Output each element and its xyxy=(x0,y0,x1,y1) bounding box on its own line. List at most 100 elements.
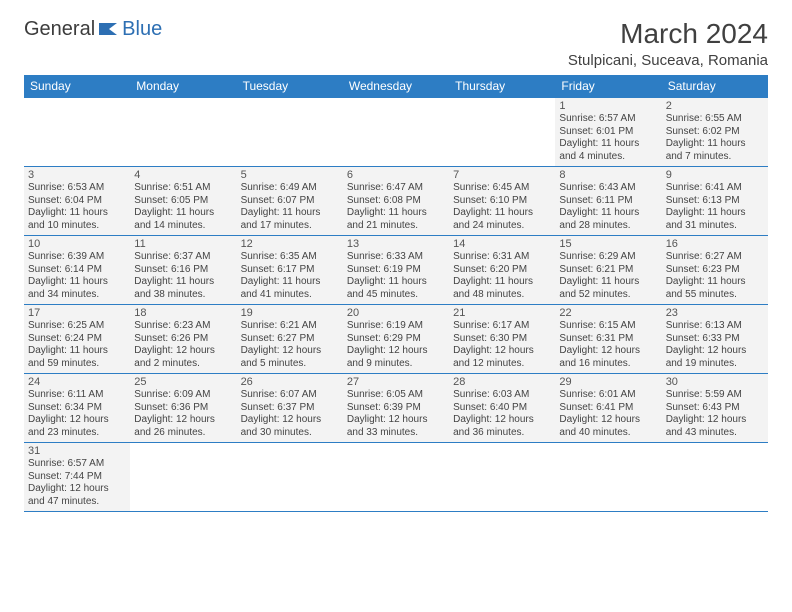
calendar-cell: 8Sunrise: 6:43 AMSunset: 6:11 PMDaylight… xyxy=(555,167,661,236)
calendar-cell: 10Sunrise: 6:39 AMSunset: 6:14 PMDayligh… xyxy=(24,236,130,305)
day-number: 10 xyxy=(28,238,126,250)
day-info: Sunrise: 6:07 AMSunset: 6:37 PMDaylight:… xyxy=(241,389,339,439)
day-number: 9 xyxy=(666,169,764,181)
calendar-row: 3Sunrise: 6:53 AMSunset: 6:04 PMDaylight… xyxy=(24,167,768,236)
day-info: Sunrise: 6:53 AMSunset: 6:04 PMDaylight:… xyxy=(28,182,126,232)
calendar-cell: 5Sunrise: 6:49 AMSunset: 6:07 PMDaylight… xyxy=(237,167,343,236)
day-number: 13 xyxy=(347,238,445,250)
day-info: Sunrise: 5:59 AMSunset: 6:43 PMDaylight:… xyxy=(666,389,764,439)
day-number: 31 xyxy=(28,445,126,457)
day-number: 5 xyxy=(241,169,339,181)
flag-icon xyxy=(99,18,119,41)
day-number: 29 xyxy=(559,376,657,388)
calendar-cell: 11Sunrise: 6:37 AMSunset: 6:16 PMDayligh… xyxy=(130,236,236,305)
weekday-header: Friday xyxy=(555,75,661,98)
day-info: Sunrise: 6:23 AMSunset: 6:26 PMDaylight:… xyxy=(134,320,232,370)
day-info: Sunrise: 6:49 AMSunset: 6:07 PMDaylight:… xyxy=(241,182,339,232)
day-number: 23 xyxy=(666,307,764,319)
calendar-cell: 23Sunrise: 6:13 AMSunset: 6:33 PMDayligh… xyxy=(662,305,768,374)
day-number: 19 xyxy=(241,307,339,319)
calendar-cell-empty xyxy=(24,98,130,167)
calendar-row: 31Sunrise: 6:57 AMSunset: 7:44 PMDayligh… xyxy=(24,443,768,512)
calendar-cell: 26Sunrise: 6:07 AMSunset: 6:37 PMDayligh… xyxy=(237,374,343,443)
day-info: Sunrise: 6:57 AMSunset: 6:01 PMDaylight:… xyxy=(559,113,657,163)
calendar-row: 24Sunrise: 6:11 AMSunset: 6:34 PMDayligh… xyxy=(24,374,768,443)
calendar-cell: 1Sunrise: 6:57 AMSunset: 6:01 PMDaylight… xyxy=(555,98,661,167)
weekday-header: Sunday xyxy=(24,75,130,98)
calendar-cell: 9Sunrise: 6:41 AMSunset: 6:13 PMDaylight… xyxy=(662,167,768,236)
calendar-cell: 12Sunrise: 6:35 AMSunset: 6:17 PMDayligh… xyxy=(237,236,343,305)
day-number: 1 xyxy=(559,100,657,112)
calendar-cell: 27Sunrise: 6:05 AMSunset: 6:39 PMDayligh… xyxy=(343,374,449,443)
day-info: Sunrise: 6:43 AMSunset: 6:11 PMDaylight:… xyxy=(559,182,657,232)
day-number: 22 xyxy=(559,307,657,319)
day-info: Sunrise: 6:47 AMSunset: 6:08 PMDaylight:… xyxy=(347,182,445,232)
weekday-header: Tuesday xyxy=(237,75,343,98)
calendar-cell: 13Sunrise: 6:33 AMSunset: 6:19 PMDayligh… xyxy=(343,236,449,305)
calendar-cell: 30Sunrise: 5:59 AMSunset: 6:43 PMDayligh… xyxy=(662,374,768,443)
calendar-cell-empty xyxy=(130,443,236,512)
day-info: Sunrise: 6:29 AMSunset: 6:21 PMDaylight:… xyxy=(559,251,657,301)
day-number: 24 xyxy=(28,376,126,388)
day-info: Sunrise: 6:17 AMSunset: 6:30 PMDaylight:… xyxy=(453,320,551,370)
calendar-body: 1Sunrise: 6:57 AMSunset: 6:01 PMDaylight… xyxy=(24,98,768,512)
day-info: Sunrise: 6:27 AMSunset: 6:23 PMDaylight:… xyxy=(666,251,764,301)
calendar-cell: 31Sunrise: 6:57 AMSunset: 7:44 PMDayligh… xyxy=(24,443,130,512)
day-number: 17 xyxy=(28,307,126,319)
day-info: Sunrise: 6:31 AMSunset: 6:20 PMDaylight:… xyxy=(453,251,551,301)
day-info: Sunrise: 6:57 AMSunset: 7:44 PMDaylight:… xyxy=(28,458,126,508)
day-number: 14 xyxy=(453,238,551,250)
month-title: March 2024 xyxy=(568,18,768,50)
calendar-cell-empty xyxy=(449,98,555,167)
calendar-cell-empty xyxy=(449,443,555,512)
title-block: March 2024 Stulpicani, Suceava, Romania xyxy=(568,18,768,69)
day-info: Sunrise: 6:01 AMSunset: 6:41 PMDaylight:… xyxy=(559,389,657,439)
page-header: General Blue March 2024 Stulpicani, Suce… xyxy=(24,18,768,69)
weekday-header: Monday xyxy=(130,75,236,98)
calendar-cell: 18Sunrise: 6:23 AMSunset: 6:26 PMDayligh… xyxy=(130,305,236,374)
day-number: 7 xyxy=(453,169,551,181)
weekday-header-row: SundayMondayTuesdayWednesdayThursdayFrid… xyxy=(24,75,768,98)
day-info: Sunrise: 6:21 AMSunset: 6:27 PMDaylight:… xyxy=(241,320,339,370)
day-info: Sunrise: 6:33 AMSunset: 6:19 PMDaylight:… xyxy=(347,251,445,301)
calendar-cell: 4Sunrise: 6:51 AMSunset: 6:05 PMDaylight… xyxy=(130,167,236,236)
day-info: Sunrise: 6:41 AMSunset: 6:13 PMDaylight:… xyxy=(666,182,764,232)
calendar-cell: 25Sunrise: 6:09 AMSunset: 6:36 PMDayligh… xyxy=(130,374,236,443)
calendar-cell-empty xyxy=(555,443,661,512)
calendar-cell: 3Sunrise: 6:53 AMSunset: 6:04 PMDaylight… xyxy=(24,167,130,236)
calendar-cell: 15Sunrise: 6:29 AMSunset: 6:21 PMDayligh… xyxy=(555,236,661,305)
day-number: 16 xyxy=(666,238,764,250)
day-info: Sunrise: 6:39 AMSunset: 6:14 PMDaylight:… xyxy=(28,251,126,301)
day-number: 8 xyxy=(559,169,657,181)
calendar-cell-empty xyxy=(237,443,343,512)
day-info: Sunrise: 6:25 AMSunset: 6:24 PMDaylight:… xyxy=(28,320,126,370)
calendar-cell: 2Sunrise: 6:55 AMSunset: 6:02 PMDaylight… xyxy=(662,98,768,167)
day-info: Sunrise: 6:09 AMSunset: 6:36 PMDaylight:… xyxy=(134,389,232,439)
calendar-cell: 29Sunrise: 6:01 AMSunset: 6:41 PMDayligh… xyxy=(555,374,661,443)
calendar-cell: 6Sunrise: 6:47 AMSunset: 6:08 PMDaylight… xyxy=(343,167,449,236)
calendar-row: 17Sunrise: 6:25 AMSunset: 6:24 PMDayligh… xyxy=(24,305,768,374)
day-info: Sunrise: 6:37 AMSunset: 6:16 PMDaylight:… xyxy=(134,251,232,301)
day-info: Sunrise: 6:15 AMSunset: 6:31 PMDaylight:… xyxy=(559,320,657,370)
day-info: Sunrise: 6:13 AMSunset: 6:33 PMDaylight:… xyxy=(666,320,764,370)
day-info: Sunrise: 6:19 AMSunset: 6:29 PMDaylight:… xyxy=(347,320,445,370)
day-number: 30 xyxy=(666,376,764,388)
day-info: Sunrise: 6:11 AMSunset: 6:34 PMDaylight:… xyxy=(28,389,126,439)
calendar-table: SundayMondayTuesdayWednesdayThursdayFrid… xyxy=(24,75,768,512)
calendar-row: 10Sunrise: 6:39 AMSunset: 6:14 PMDayligh… xyxy=(24,236,768,305)
logo-text-2: Blue xyxy=(122,18,162,41)
calendar-cell: 24Sunrise: 6:11 AMSunset: 6:34 PMDayligh… xyxy=(24,374,130,443)
calendar-cell-empty xyxy=(343,98,449,167)
day-number: 15 xyxy=(559,238,657,250)
calendar-cell: 17Sunrise: 6:25 AMSunset: 6:24 PMDayligh… xyxy=(24,305,130,374)
logo-text-1: General xyxy=(24,18,95,41)
logo: General Blue xyxy=(24,18,162,41)
day-number: 28 xyxy=(453,376,551,388)
day-number: 2 xyxy=(666,100,764,112)
day-number: 11 xyxy=(134,238,232,250)
calendar-cell-empty xyxy=(130,98,236,167)
calendar-cell-empty xyxy=(662,443,768,512)
calendar-cell: 14Sunrise: 6:31 AMSunset: 6:20 PMDayligh… xyxy=(449,236,555,305)
day-number: 18 xyxy=(134,307,232,319)
calendar-cell-empty xyxy=(237,98,343,167)
